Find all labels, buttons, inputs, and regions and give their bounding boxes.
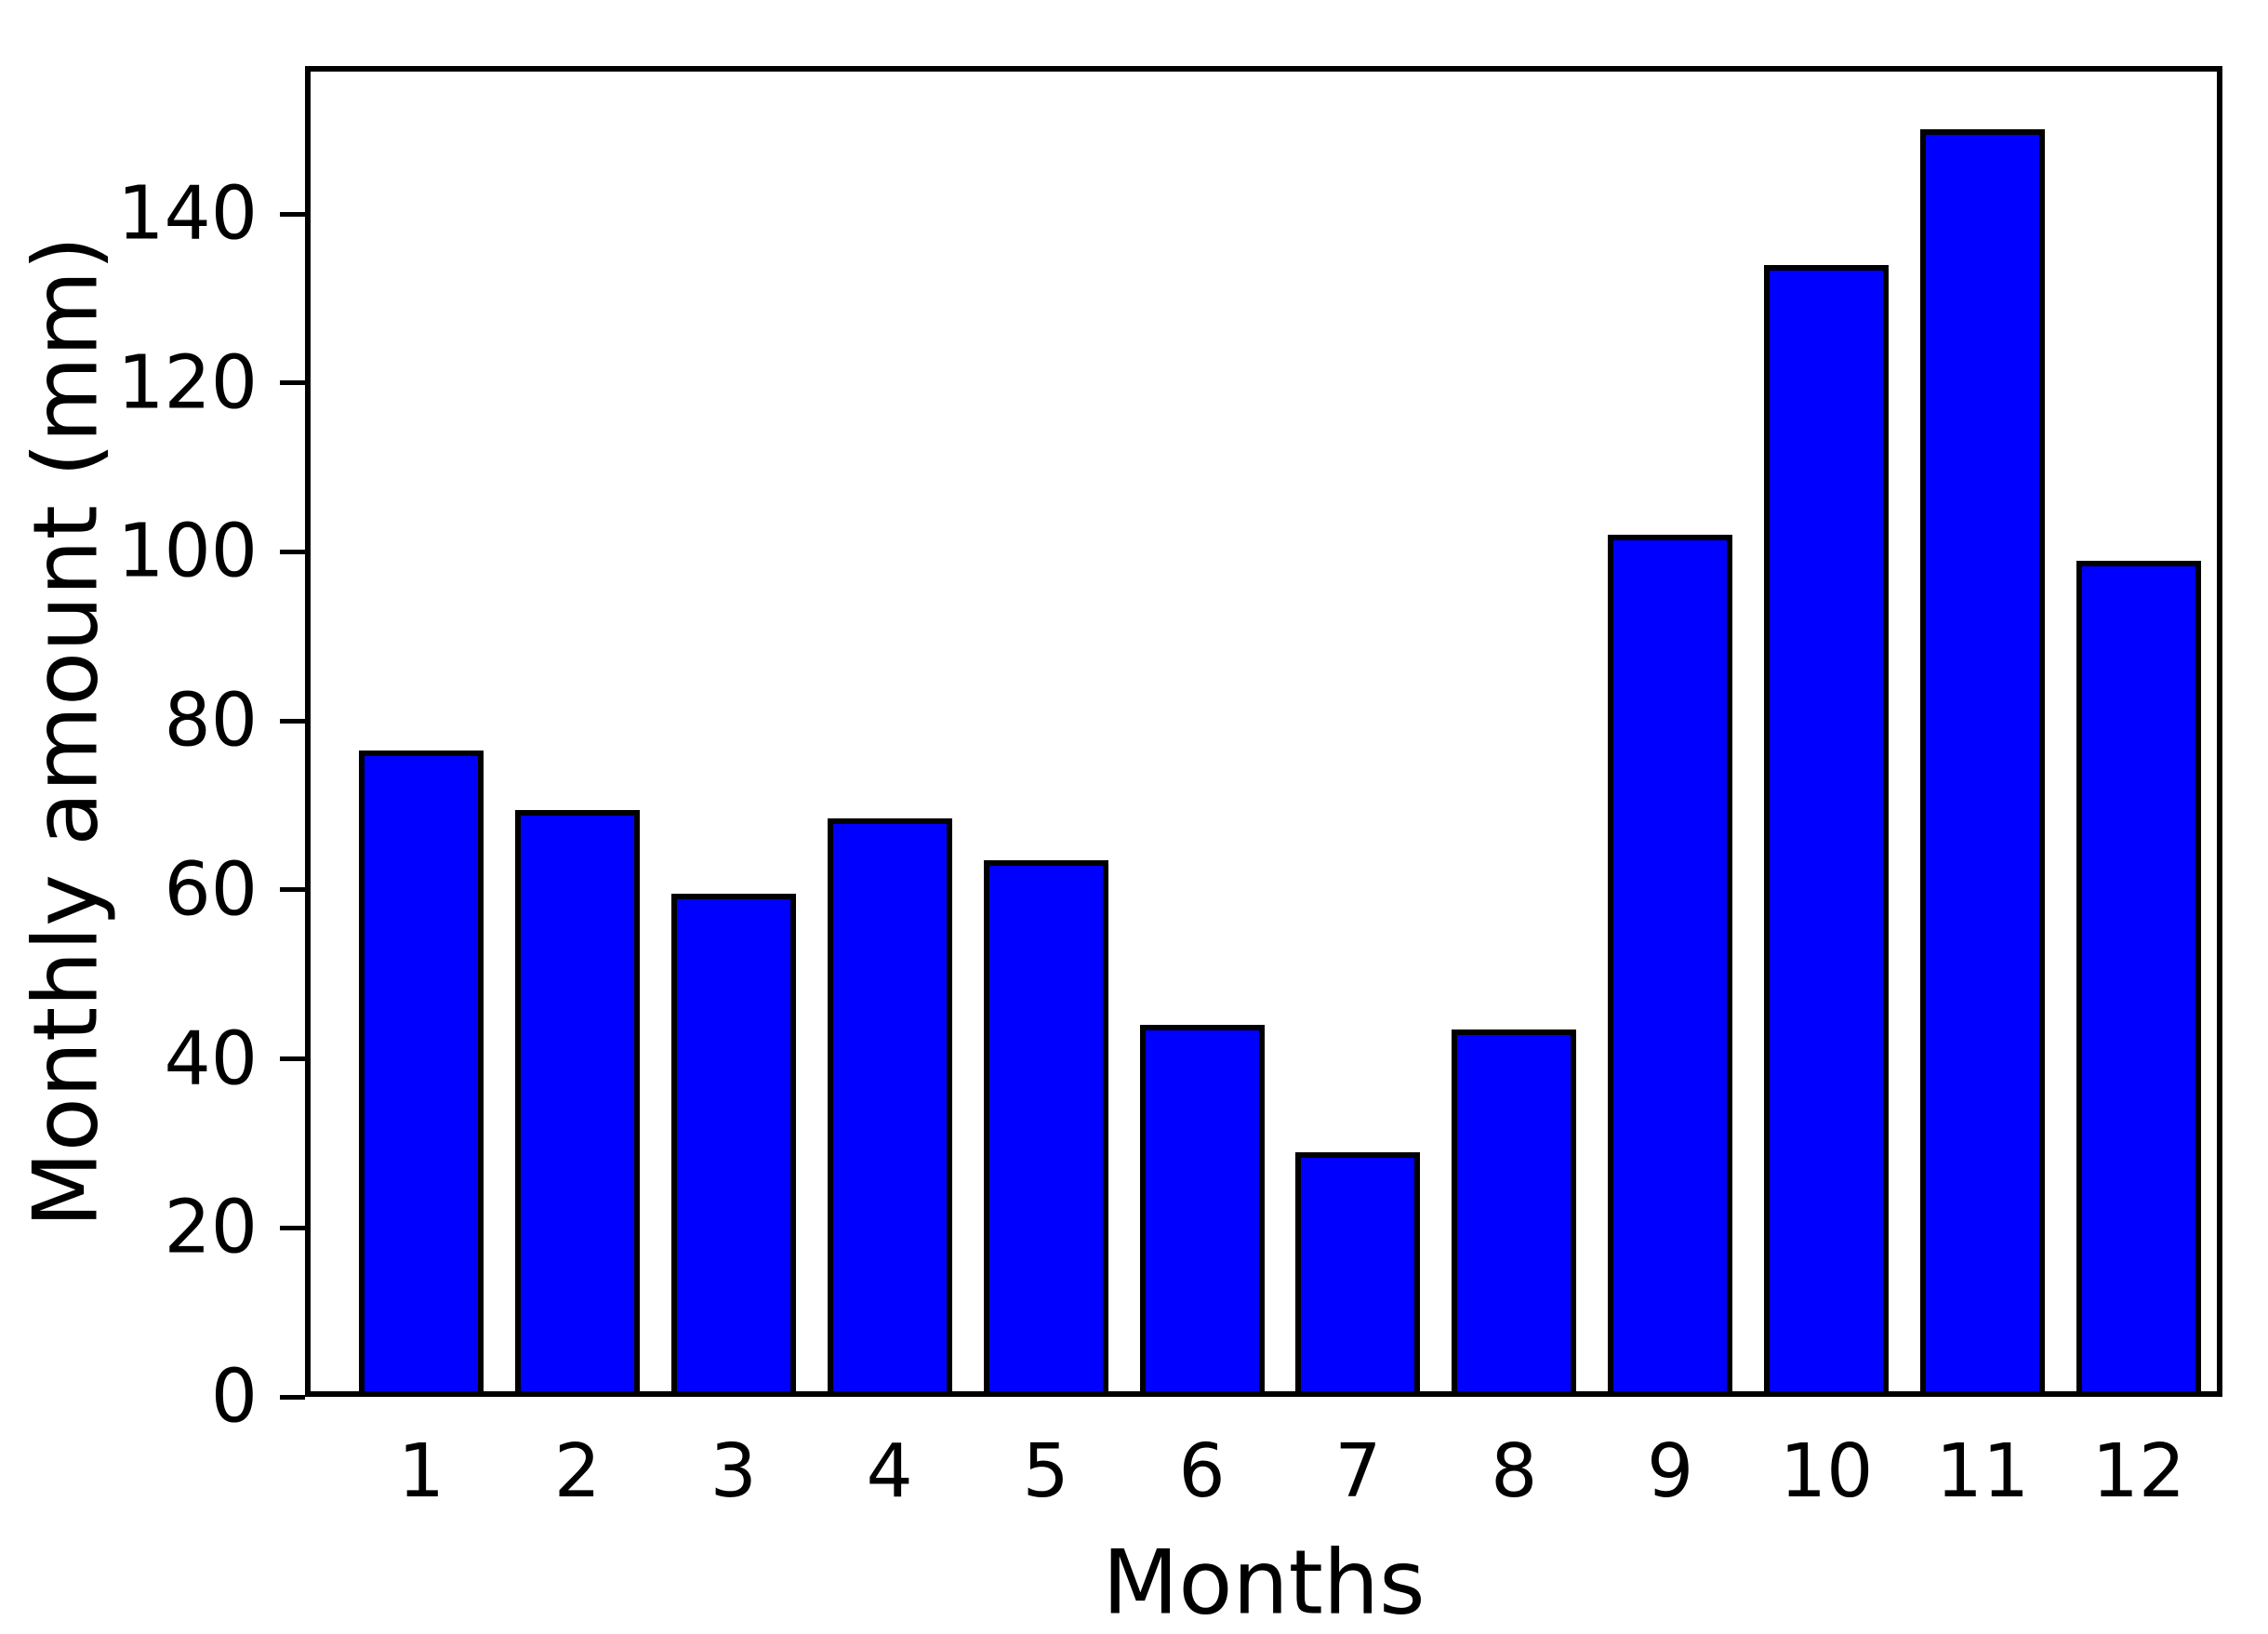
y-tick-label: 60 bbox=[164, 846, 258, 933]
y-tick-label: 20 bbox=[164, 1184, 258, 1270]
x-tick-label: 4 bbox=[866, 1428, 913, 1514]
y-tick-mark bbox=[280, 1056, 305, 1062]
y-tick-mark bbox=[280, 211, 305, 217]
x-tick-label: 8 bbox=[1491, 1428, 1538, 1514]
x-tick-label: 1 bbox=[397, 1428, 445, 1514]
y-tick-mark bbox=[280, 549, 305, 554]
x-tick-label: 9 bbox=[1647, 1428, 1694, 1514]
x-tick-label: 2 bbox=[553, 1428, 602, 1514]
x-tick-label: 5 bbox=[1022, 1428, 1069, 1514]
bar bbox=[1295, 1151, 1421, 1397]
y-tick-label: 0 bbox=[210, 1353, 258, 1440]
bar bbox=[1608, 535, 1733, 1397]
bar bbox=[670, 894, 796, 1397]
bar bbox=[1764, 264, 1890, 1397]
bar bbox=[514, 809, 640, 1397]
y-axis-label: Monthly amount (mm) bbox=[15, 235, 118, 1229]
y-tick-mark bbox=[280, 887, 305, 893]
x-tick-label: 10 bbox=[1779, 1428, 1874, 1514]
y-tick-label: 100 bbox=[117, 508, 258, 594]
bar bbox=[2076, 560, 2201, 1397]
y-tick-mark bbox=[280, 718, 305, 724]
y-tick-mark bbox=[280, 380, 305, 386]
x-axis-label: Months bbox=[1102, 1532, 1426, 1634]
y-tick-label: 120 bbox=[117, 339, 258, 426]
y-tick-label: 40 bbox=[164, 1016, 258, 1102]
x-tick-label: 11 bbox=[1935, 1428, 2030, 1514]
x-tick-label: 12 bbox=[2091, 1428, 2186, 1514]
y-tick-mark bbox=[280, 1394, 305, 1400]
x-tick-label: 6 bbox=[1178, 1428, 1226, 1514]
x-tick-label: 7 bbox=[1334, 1428, 1382, 1514]
x-tick-label: 3 bbox=[710, 1428, 757, 1514]
bar bbox=[1139, 1025, 1265, 1397]
bar bbox=[983, 860, 1108, 1397]
y-tick-mark bbox=[280, 1225, 305, 1230]
bar bbox=[827, 817, 952, 1397]
bar bbox=[1452, 1029, 1577, 1397]
y-tick-label: 140 bbox=[117, 170, 258, 257]
y-tick-label: 80 bbox=[164, 677, 258, 764]
bar bbox=[359, 750, 484, 1397]
bar bbox=[1920, 129, 2045, 1397]
